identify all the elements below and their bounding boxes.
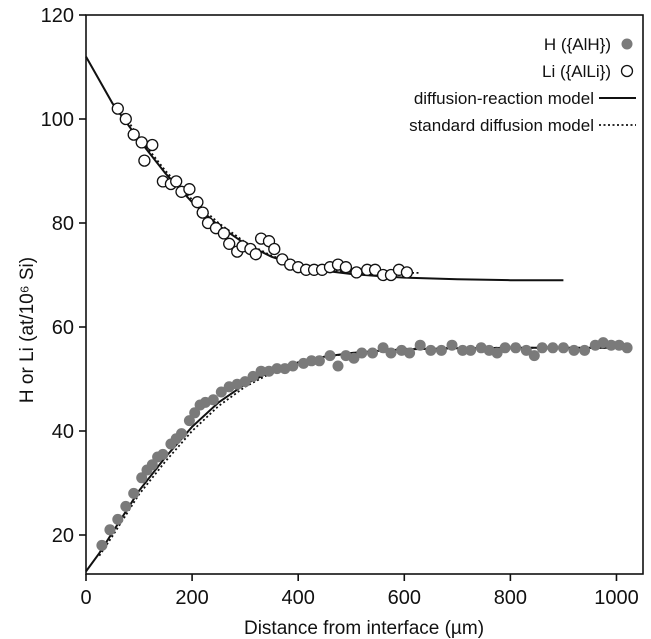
h-data-point xyxy=(557,342,569,354)
h-data-point xyxy=(377,342,389,354)
h-data-point xyxy=(356,347,368,359)
x-tick-label: 0 xyxy=(80,587,91,609)
h-data-point xyxy=(528,350,540,362)
legend-label: Li ({AlLi}) xyxy=(542,62,611,81)
li-data-point xyxy=(183,183,196,196)
y-tick-label: 60 xyxy=(52,317,74,339)
y-tick-label: 20 xyxy=(52,525,74,547)
axis-ticks: 0 200 400 600 800 1000 20 40 60 80 100 120 xyxy=(41,5,639,609)
h-data-point xyxy=(510,342,522,354)
h-data-point xyxy=(579,344,591,356)
standard-diffusion-line xyxy=(98,346,630,557)
h-data-point xyxy=(457,344,469,356)
h-data-point xyxy=(255,365,267,377)
h-data-point xyxy=(348,352,360,364)
x-axis-label: Distance from interface (µm) xyxy=(244,618,484,639)
h-data-point xyxy=(157,448,169,460)
li-data-point xyxy=(119,112,132,126)
h-data-point xyxy=(605,339,617,351)
h-data-point xyxy=(520,344,532,356)
y-axis-label: H or Li (at/10⁶ Si) xyxy=(17,257,38,403)
h-data-point xyxy=(385,347,397,359)
x-tick-label: 400 xyxy=(282,587,315,609)
plot-frame xyxy=(85,14,644,575)
x-tick-label: 800 xyxy=(494,587,527,609)
h-data-point xyxy=(287,360,299,372)
li-data-point xyxy=(249,248,262,261)
y-tick-label: 120 xyxy=(41,5,74,27)
h-data-point xyxy=(446,339,458,351)
h-data-point xyxy=(435,344,447,356)
h-data-point xyxy=(367,347,378,359)
h-data-point xyxy=(491,347,503,359)
y-tick-label: 80 xyxy=(52,213,74,235)
h-data-point xyxy=(189,407,201,419)
h-data-point xyxy=(414,339,426,351)
h-data-point xyxy=(239,376,251,388)
x-tick-label: 1000 xyxy=(594,587,639,609)
h-data-point xyxy=(120,500,132,512)
legend-open-marker xyxy=(620,64,634,78)
data-points xyxy=(96,102,633,551)
legend: H ({AlH}) Li ({AlLi}) diffusion-reaction m… xyxy=(409,35,636,135)
h-data-point xyxy=(247,370,259,382)
h-data-point xyxy=(136,472,148,484)
h-data-point xyxy=(128,487,140,499)
h-data-point xyxy=(404,347,416,359)
h-data-point xyxy=(324,350,336,362)
li-data-point xyxy=(217,227,231,240)
li-data-point xyxy=(191,196,204,209)
legend-label: H ({AlH}) xyxy=(544,35,611,54)
h-data-point xyxy=(425,344,437,356)
h-data-point xyxy=(112,513,124,525)
h-data-point xyxy=(207,394,219,406)
h-data-point xyxy=(332,360,344,372)
li-data-point xyxy=(111,102,124,115)
h-data-point xyxy=(96,539,108,551)
h-data-point xyxy=(183,415,195,427)
li-data-point xyxy=(170,175,183,188)
h-data-point xyxy=(306,355,317,367)
h-data-point xyxy=(104,524,116,536)
legend-label: diffusion-reaction model xyxy=(414,89,594,108)
h-data-point xyxy=(621,342,633,354)
li-data-point xyxy=(339,261,353,274)
li-data-point xyxy=(268,242,281,256)
h-data-point xyxy=(568,344,580,356)
h-data-point xyxy=(547,342,559,354)
y-tick-label: 40 xyxy=(52,421,74,443)
h-data-point xyxy=(499,342,511,354)
h-data-point xyxy=(146,459,158,471)
h-data-point xyxy=(215,386,227,398)
h-data-point xyxy=(536,342,548,354)
li-data-point xyxy=(196,206,209,219)
x-tick-label: 600 xyxy=(388,587,421,609)
li-data-point xyxy=(135,136,148,149)
li-data-point xyxy=(223,237,236,250)
h-data-point xyxy=(271,363,283,375)
li-data-point xyxy=(350,266,363,279)
legend-label: standard diffusion model xyxy=(409,116,594,135)
li-data-point xyxy=(400,266,414,279)
legend-filled-marker xyxy=(621,38,633,50)
li-data-point xyxy=(138,154,151,167)
li-data-point xyxy=(146,138,159,152)
h-data-point xyxy=(176,428,187,440)
h-data-point xyxy=(465,344,477,356)
li-data-point xyxy=(127,128,140,141)
h-data-point xyxy=(313,355,325,367)
x-tick-label: 200 xyxy=(175,587,208,609)
y-tick-label: 100 xyxy=(41,109,74,131)
